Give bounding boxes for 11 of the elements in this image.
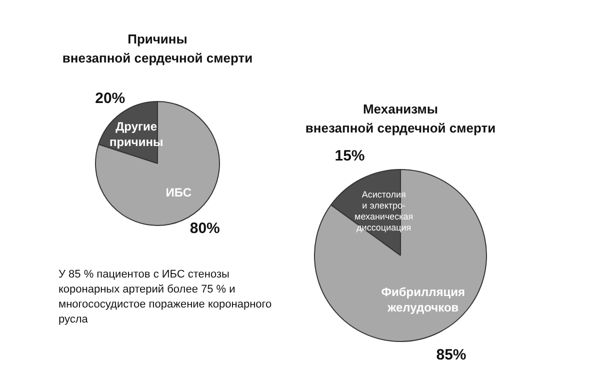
slice-label: Фибрилляция желудочков bbox=[381, 285, 466, 315]
slice-label: ИБС bbox=[166, 186, 192, 200]
data-label: 80% bbox=[190, 220, 220, 238]
chart-title: Причины внезапной сердечной смерти bbox=[62, 32, 253, 66]
data-label: 15% bbox=[334, 147, 365, 164]
slice-label: Другие причины bbox=[109, 120, 164, 150]
slice-label: Асистолия и электро- механическая диссоциация bbox=[354, 190, 414, 233]
data-label: 85% bbox=[436, 346, 466, 364]
data-label: 20% bbox=[95, 90, 126, 107]
chart-title: Механизмы внезапной сердечной смерти bbox=[305, 102, 496, 136]
text: У 85 % пациентов с ИБС стенозы коронарных артерий более 75 % и многососудистое поражение коронарного русла bbox=[58, 268, 272, 326]
